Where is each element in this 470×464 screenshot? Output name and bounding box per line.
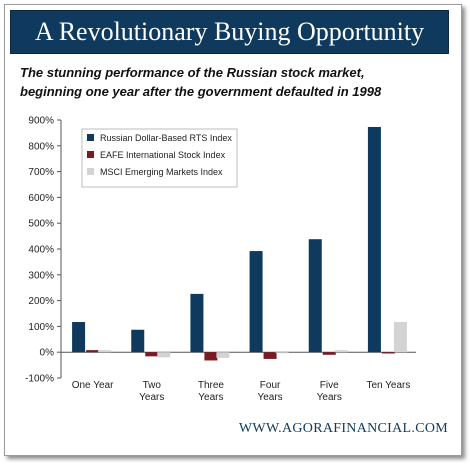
bar — [381, 352, 395, 354]
x-tick-label: One Year — [72, 380, 114, 391]
x-tick-label: Years — [317, 392, 342, 403]
chart-subtitle-line-1: The stunning performance of the Russian … — [20, 65, 365, 80]
legend: Russian Dollar-Based RTS Index EAFE Inter… — [81, 128, 238, 188]
x-tick-label: Four — [260, 380, 281, 391]
bar — [98, 350, 112, 353]
x-tick-label: Years — [139, 392, 164, 403]
chart-frame — [4, 4, 462, 456]
bar — [190, 293, 204, 353]
x-tick-label: Years — [198, 392, 223, 403]
chart-subtitle-line-2: beginning one year after the government … — [20, 84, 382, 99]
y-tick-label: 200% — [28, 296, 54, 307]
chart-title: A Revolutionary Buying Opportunity — [34, 17, 425, 46]
bar — [157, 352, 171, 358]
legend-box — [81, 128, 238, 188]
y-tick-label: 300% — [28, 270, 54, 281]
legend-swatch — [87, 151, 94, 158]
x-tick-label: Three — [198, 380, 225, 391]
x-tick-label: Two — [143, 380, 162, 391]
y-tick-label: 800% — [28, 141, 54, 152]
bar — [72, 322, 86, 353]
y-tick-label: 400% — [28, 245, 54, 256]
bar — [393, 322, 407, 353]
y-tick-label: 700% — [28, 167, 54, 178]
bar — [86, 350, 100, 353]
bar — [216, 352, 230, 358]
y-tick-label: 500% — [28, 219, 54, 230]
y-tick-label: 600% — [28, 193, 54, 204]
axes: 900% 800% 700% 600% 500% 400% 300% 200% 100% 0% -1… — [25, 116, 416, 403]
title-bar: A Revolutionary Buying Opportunity — [10, 10, 449, 54]
bar — [334, 350, 348, 353]
website-url: WWW.AGORAFINANCIAL.COM — [238, 421, 448, 436]
bar — [322, 352, 336, 355]
bar — [249, 251, 263, 353]
bar — [145, 352, 159, 357]
legend-label: Russian Dollar-Based RTS Index — [100, 133, 232, 143]
bar — [308, 239, 322, 353]
legend-swatch — [87, 168, 94, 175]
bar — [204, 352, 218, 361]
bar — [367, 126, 381, 353]
legend-swatch — [87, 134, 94, 141]
x-tick-label: Five — [320, 380, 339, 391]
x-tick-label: Ten Years — [366, 380, 410, 391]
y-tick-label: 900% — [28, 116, 54, 127]
bar — [131, 329, 145, 353]
x-tick-label: Years — [257, 392, 282, 403]
bars — [72, 126, 407, 361]
bar — [263, 352, 277, 359]
y-tick-label: -100% — [25, 374, 54, 385]
y-tick-label: 100% — [28, 322, 54, 333]
bar — [275, 352, 289, 354]
legend-label: EAFE International Stock Index — [100, 150, 226, 160]
legend-label: MSCI Emerging Markets Index — [100, 167, 223, 177]
y-tick-label: 0% — [40, 348, 55, 359]
